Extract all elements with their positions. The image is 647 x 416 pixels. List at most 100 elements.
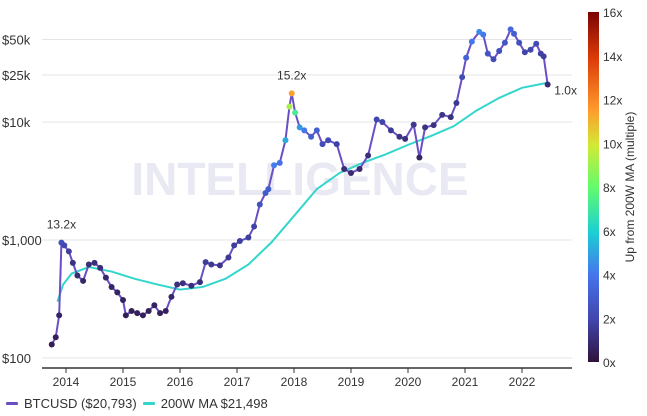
- btc-point: [540, 53, 547, 60]
- btc-point: [396, 133, 403, 140]
- btc-point: [402, 135, 409, 142]
- btc-point: [91, 259, 98, 266]
- x-tick-label: 2022: [509, 375, 536, 389]
- btc-point: [202, 259, 209, 266]
- btc-point: [544, 81, 551, 88]
- btc-point: [447, 114, 454, 121]
- colorbar-tick-label: 8x: [603, 181, 616, 195]
- btc-point: [102, 274, 109, 281]
- x-tick-label: 2018: [281, 375, 308, 389]
- btc-point: [122, 312, 129, 319]
- y-tick-label: $1,000: [2, 233, 42, 248]
- btc-point: [325, 137, 332, 144]
- btc-point: [256, 201, 263, 208]
- btc-point: [308, 133, 315, 140]
- btc-point: [453, 99, 460, 106]
- btc-point: [511, 30, 518, 37]
- btc-point: [168, 293, 175, 300]
- y-tick-label: $10k: [2, 115, 31, 130]
- btc-point: [108, 283, 115, 290]
- btc-point: [496, 47, 503, 54]
- btc-point: [296, 124, 303, 131]
- btc-point: [313, 127, 320, 134]
- btc-point: [188, 282, 195, 289]
- annotation-label: 13.2x: [47, 218, 76, 232]
- btc-point: [157, 310, 164, 317]
- btc-point: [480, 31, 487, 38]
- colorbar-tick-label: 16x: [603, 6, 622, 20]
- watermark: INTELLIGENCE: [131, 153, 468, 205]
- btc-point: [179, 280, 186, 287]
- x-tick-label: 2015: [110, 375, 137, 389]
- btc-point: [128, 308, 135, 315]
- annotation-label: 15.2x: [277, 68, 306, 82]
- colorbar-tick-label: 12x: [603, 94, 622, 108]
- btc-point: [174, 281, 181, 288]
- btc-point: [69, 259, 76, 266]
- btc-point: [516, 39, 523, 46]
- btc-point: [490, 56, 497, 63]
- btc-point: [507, 26, 514, 33]
- btc-point: [468, 38, 475, 45]
- ma-line: [56, 81, 548, 303]
- btc-point: [134, 310, 141, 317]
- btc-point: [80, 277, 87, 284]
- btc-point: [74, 272, 81, 279]
- btc-point: [501, 39, 508, 46]
- btc-point: [430, 122, 437, 129]
- btc-point: [65, 248, 72, 255]
- x-tick-label: 2014: [53, 375, 80, 389]
- btc-point: [61, 242, 68, 249]
- btc-point: [484, 50, 491, 57]
- btc-point: [85, 261, 92, 268]
- legend: BTCUSD ($20,793) 200W MA $21,498: [6, 396, 268, 411]
- btc-point: [151, 302, 158, 309]
- btc-point: [265, 186, 272, 193]
- colorbar-tick-label: 14x: [603, 50, 622, 64]
- legend-swatch-btc: [6, 402, 18, 405]
- btc-point: [97, 264, 104, 271]
- btc-point: [236, 238, 243, 245]
- btc-point: [365, 152, 372, 159]
- legend-btc: BTCUSD ($20,793): [24, 396, 137, 411]
- y-tick-label: $100: [2, 351, 31, 366]
- x-tick-label: 2021: [452, 375, 479, 389]
- x-tick-label: 2016: [167, 375, 194, 389]
- btc-point: [533, 40, 540, 47]
- colorbar-label: Up from 200W MA (multiple): [623, 112, 637, 263]
- btc-point: [459, 74, 466, 81]
- btc-point: [56, 312, 63, 319]
- btc-point: [216, 262, 223, 269]
- btc-point: [139, 312, 146, 319]
- btc-point: [271, 162, 278, 169]
- btc-point: [208, 261, 215, 268]
- btc-point: [387, 127, 394, 134]
- btc-point: [282, 137, 289, 144]
- annotation-label: 1.0x: [554, 83, 577, 97]
- btc-point: [416, 154, 423, 161]
- x-tick-label: 2019: [338, 375, 365, 389]
- btc-point: [48, 341, 55, 348]
- btc-point: [231, 242, 238, 249]
- btc-point: [527, 46, 534, 53]
- btc-point: [301, 127, 308, 134]
- y-tick-label: $25k: [2, 68, 31, 83]
- btc-point: [373, 116, 380, 123]
- x-tick-label: 2020: [395, 375, 422, 389]
- btc-point: [145, 308, 152, 315]
- btc-point: [292, 109, 299, 116]
- legend-swatch-ma: [142, 402, 155, 405]
- legend-ma: 200W MA $21,498: [160, 396, 268, 411]
- btc-point: [245, 234, 252, 241]
- colorbar-tick-label: 2x: [603, 312, 616, 326]
- btc-point: [379, 119, 386, 125]
- colorbar-tick-label: 0x: [603, 356, 616, 370]
- colorbar-tick-label: 4x: [603, 269, 616, 283]
- btc-point: [286, 103, 293, 110]
- colorbar-tick-label: 6x: [603, 225, 616, 239]
- btc-point: [319, 141, 326, 148]
- btc-point: [114, 289, 121, 296]
- btc-point: [251, 223, 258, 230]
- btc-point: [341, 165, 348, 172]
